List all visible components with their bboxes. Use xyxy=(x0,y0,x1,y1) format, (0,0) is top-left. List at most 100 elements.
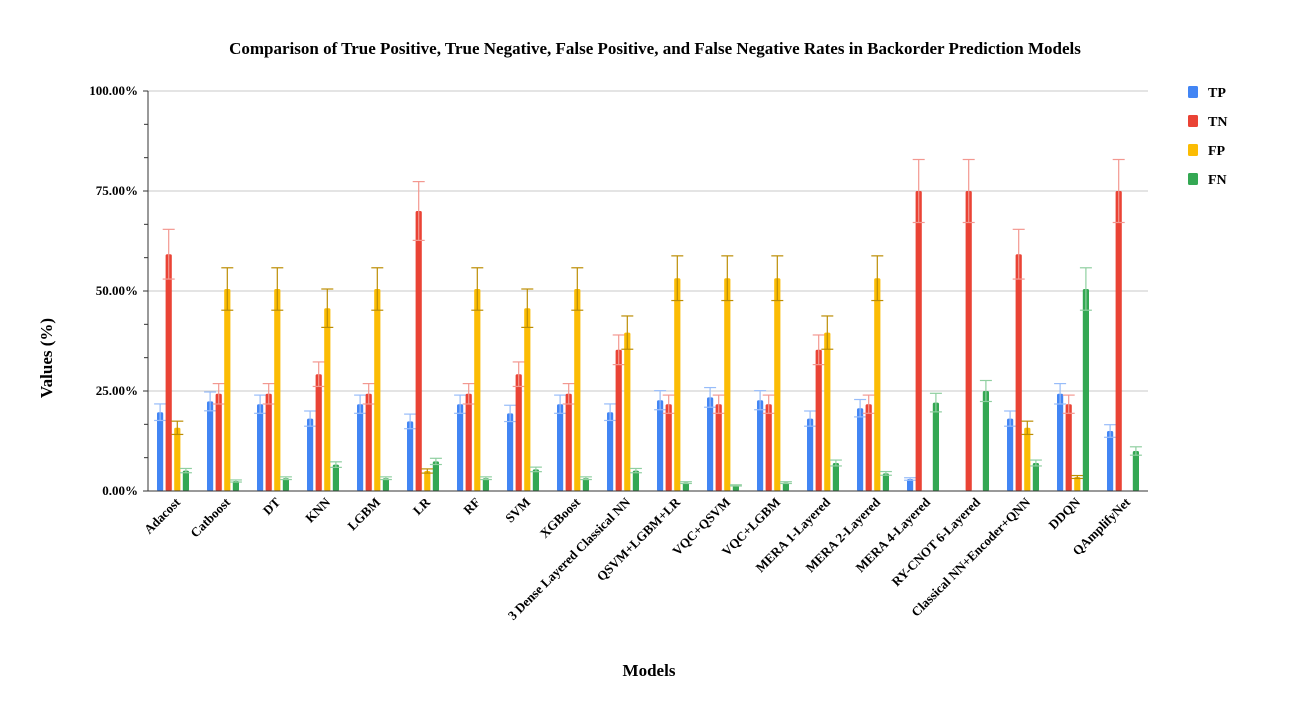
error-bar-fp xyxy=(221,267,234,311)
bar-fp xyxy=(224,289,231,491)
error-bar-tp xyxy=(304,410,317,427)
bar-fn xyxy=(782,482,789,491)
bar-tp xyxy=(607,412,614,491)
bar-fn xyxy=(182,470,189,491)
error-bar-fn xyxy=(979,379,992,403)
error-bar-fp xyxy=(371,267,384,311)
error-bar-fn xyxy=(1029,459,1042,467)
y-tick-label: 50.00% xyxy=(96,283,138,298)
error-bar-tn xyxy=(1062,394,1075,414)
bar-tp xyxy=(1107,431,1114,491)
error-bar-tn xyxy=(1012,228,1025,280)
bar-tn xyxy=(865,404,872,491)
error-bar-tn xyxy=(762,394,775,414)
y-tick-label: 75.00% xyxy=(96,183,138,198)
error-bar-fp xyxy=(721,255,734,302)
error-bar-tn xyxy=(662,394,675,414)
legend-label: TP xyxy=(1208,86,1226,101)
error-bar-fp xyxy=(671,255,684,302)
bar-fn xyxy=(482,478,489,491)
error-bar-fn xyxy=(1129,446,1142,456)
bar-fn xyxy=(1132,451,1139,491)
bar-tp xyxy=(357,404,364,491)
error-bar-tn xyxy=(412,181,425,241)
error-bar-tp xyxy=(404,413,417,430)
error-bar-fp xyxy=(571,267,584,311)
bar-tn xyxy=(365,393,372,491)
bar-tn xyxy=(165,254,172,491)
error-bar-fn xyxy=(179,467,192,474)
error-bar-fp xyxy=(321,288,334,328)
bar-fn xyxy=(382,478,389,491)
gridlines xyxy=(148,90,1148,392)
legend-item-fp: FP xyxy=(1188,144,1226,159)
error-bar-fn xyxy=(929,392,942,413)
x-tick-label: RY-CNOT 6-Layered xyxy=(888,494,983,589)
bar-fp xyxy=(424,471,431,491)
error-bar-tp xyxy=(1054,382,1067,405)
bar-fn xyxy=(732,485,739,491)
bar-fp xyxy=(624,332,631,491)
bar-tp xyxy=(407,421,414,491)
error-bar-tp xyxy=(904,477,917,481)
bar-tn xyxy=(415,211,422,491)
error-bar-fp xyxy=(1071,474,1084,480)
legend-swatch xyxy=(1188,173,1198,185)
error-bar-fn xyxy=(529,466,542,473)
bar-fp xyxy=(374,289,381,491)
error-bar-tp xyxy=(554,394,567,414)
bar-tp xyxy=(907,479,914,491)
error-bar-tn xyxy=(462,382,475,405)
bar-tn xyxy=(715,404,722,491)
error-bar-tp xyxy=(704,386,717,408)
x-tick-label: Adacost xyxy=(141,494,184,537)
x-tick-label: Catboost xyxy=(187,494,233,540)
bar-fp xyxy=(1024,427,1031,491)
bar-tn xyxy=(515,374,522,491)
bar-fn xyxy=(932,402,939,491)
error-bar-fp xyxy=(271,267,284,311)
y-tick-label: 0.00% xyxy=(102,483,138,498)
error-bar-fn xyxy=(629,467,642,474)
bar-fp xyxy=(174,427,181,491)
bar-tp xyxy=(207,401,214,491)
bar-tn xyxy=(915,191,922,491)
bar-tp xyxy=(507,413,514,491)
error-bar-fp xyxy=(171,420,184,436)
error-bar-tn xyxy=(562,382,575,405)
bar-tp xyxy=(807,418,814,491)
legend-item-fn: FN xyxy=(1188,173,1227,188)
error-bar-tp xyxy=(204,391,217,412)
bar-fn xyxy=(532,469,539,491)
bar-tn xyxy=(1065,404,1072,491)
legend-item-tp: TP xyxy=(1188,86,1226,101)
y-tick-label: 25.00% xyxy=(96,383,138,398)
legend-label: FP xyxy=(1208,144,1226,159)
bar-tn xyxy=(1015,254,1022,491)
error-bar-tp xyxy=(654,390,667,411)
bar-fn xyxy=(432,461,439,491)
error-bar-fn xyxy=(729,484,742,487)
bar-fn xyxy=(682,482,689,491)
error-bar-tn xyxy=(912,158,925,224)
bar-fn xyxy=(582,478,589,491)
error-bar-tp xyxy=(754,390,767,411)
bar-tp xyxy=(707,397,714,491)
x-tick-label: LGBM xyxy=(344,495,383,534)
error-bar-fn xyxy=(679,481,692,485)
legend: TP TN FP FN xyxy=(1188,86,1227,188)
error-bar-fp xyxy=(421,468,434,474)
error-bar-tp xyxy=(504,404,517,423)
legend-label: FN xyxy=(1208,173,1227,188)
bar-fn xyxy=(882,473,889,491)
error-bar-tp xyxy=(154,403,167,422)
bar-fn xyxy=(632,470,639,491)
error-bar-fn xyxy=(229,479,242,483)
x-tick-label: XGBoost xyxy=(537,494,584,541)
error-bar-fp xyxy=(471,267,484,311)
error-bar-tn xyxy=(162,228,175,280)
x-axis-title: Models xyxy=(623,661,676,680)
error-bar-fn xyxy=(429,457,442,466)
legend-swatch xyxy=(1188,144,1198,156)
bar-tp xyxy=(257,404,264,491)
